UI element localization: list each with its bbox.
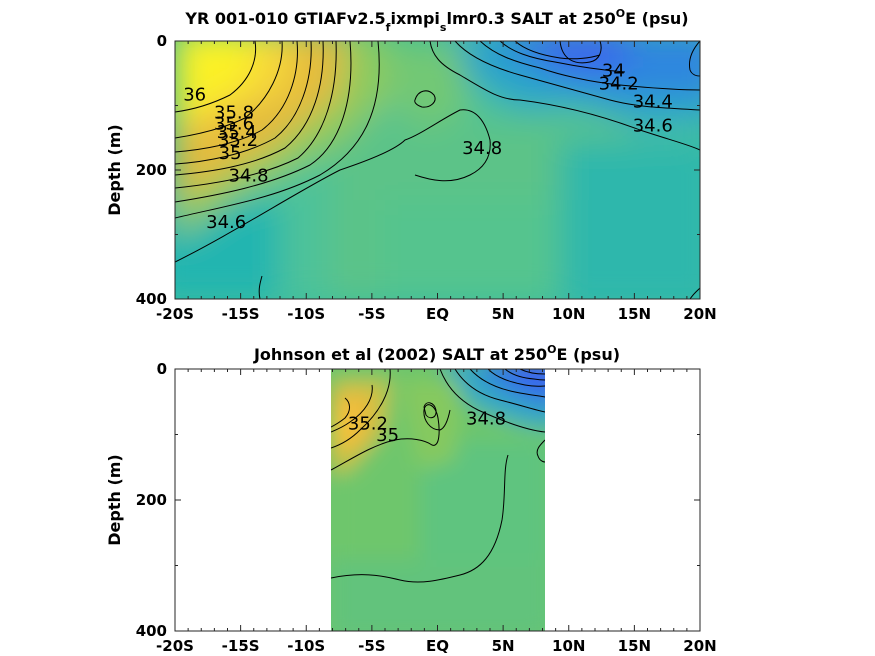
top-panel: YR 001-010 GTIAFv2.5fixmpislmr0.3 SALT a… (105, 7, 717, 323)
bottom-x-tick-label: 20N (683, 637, 716, 655)
bottom-x-tick-label: 10N (552, 637, 585, 655)
bottom-x-axis: -20S -15S -10S -5S EQ 5N 10N 15N 20N (156, 369, 717, 655)
bottom-y-tick-label: 200 (136, 491, 167, 509)
top-y-tick-label: 200 (136, 161, 167, 179)
bottom-y-axis-label: Depth (m) (105, 454, 124, 546)
top-contour-label: 35.2 (218, 130, 258, 151)
bottom-y-tick-label: 400 (136, 622, 167, 640)
bottom-y-tick-label: 0 (157, 360, 167, 378)
top-x-tick-label: 20N (683, 305, 716, 323)
top-y-axis-label: Depth (m) (105, 124, 124, 216)
top-contour-label: 35 (219, 143, 242, 164)
top-x-tick-label: -5S (358, 305, 385, 323)
top-chart-title: YR 001-010 GTIAFv2.5fixmpislmr0.3 SALT a… (184, 7, 688, 34)
bottom-x-tick-label: -5S (358, 637, 385, 655)
bottom-contour-labels: 35.235 34.8 (348, 409, 506, 446)
top-contour-label: 35.8 (214, 102, 254, 123)
bottom-chart-title: Johnson et al (2002) SALT at 250OE (psu) (253, 343, 620, 364)
top-x-axis: -20S -15S -10S -5S EQ 5N 10N 15N 20N (156, 41, 717, 323)
top-contour-label: 36 (183, 84, 206, 105)
top-x-tick-label: -10S (287, 305, 325, 323)
bottom-x-tick-label: -20S (156, 637, 194, 655)
bottom-contour-lines (331, 369, 545, 583)
bottom-salinity-field (331, 369, 545, 631)
top-contour-label: 35.6 (214, 113, 254, 134)
top-contour-label: 34.8 (228, 166, 268, 187)
bottom-x-tick-label: EQ (426, 637, 449, 655)
top-contour-label: 34.6 (633, 115, 673, 136)
bottom-x-tick-label: 15N (618, 637, 651, 655)
top-y-tick-label: 0 (157, 32, 167, 50)
top-contour-labels: 3635.835.635.435.23534.834.634.83434.234… (183, 60, 673, 233)
top-x-tick-label: -15S (222, 305, 260, 323)
top-x-tick-label: 5N (492, 305, 515, 323)
bottom-x-tick-label: 5N (492, 637, 515, 655)
top-contour-label: 34 (602, 60, 625, 81)
bottom-y-axis: 0 200 400 (136, 360, 700, 640)
top-x-tick-label: EQ (426, 305, 449, 323)
top-contour-label: 34.8 (462, 138, 502, 159)
top-x-tick-label: -20S (156, 305, 194, 323)
top-contour-label: 34.4 (633, 91, 673, 112)
bottom-x-tick-label: -10S (287, 637, 325, 655)
top-x-tick-label: 10N (552, 305, 585, 323)
top-x-tick-label: 15N (618, 305, 651, 323)
bottom-contour-label: 34.8 (466, 409, 506, 430)
bottom-panel: Johnson et al (2002) SALT at 250OE (psu)… (105, 343, 717, 655)
bottom-contour-label: 35 (376, 425, 399, 446)
top-y-tick-label: 400 (136, 290, 167, 308)
bottom-contour-label: 35.2 (348, 413, 388, 434)
top-contour-lines (175, 41, 700, 299)
top-contour-label: 34.2 (599, 73, 639, 94)
top-y-axis: 0 200 400 (136, 32, 700, 308)
bottom-x-tick-label: -15S (222, 637, 260, 655)
top-contour-label: 34.6 (206, 212, 246, 233)
top-contour-label: 35.4 (217, 122, 257, 143)
